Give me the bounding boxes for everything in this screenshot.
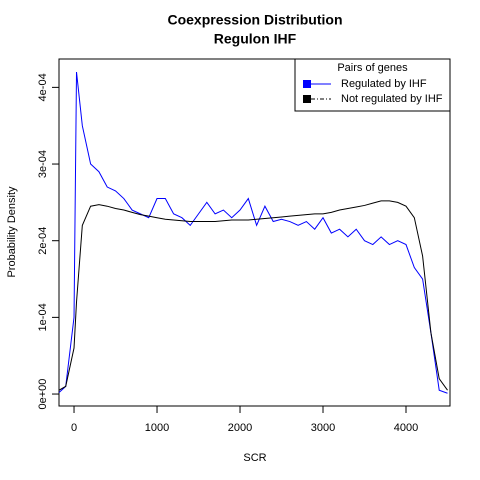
density-line [58, 200, 448, 391]
x-tick-label: 4000 [394, 422, 418, 434]
chart-title: Coexpression Distribution [167, 12, 342, 28]
legend-swatch [303, 95, 311, 103]
chart-subtitle: Regulon IHF [214, 31, 297, 47]
x-tick-label: 2000 [228, 422, 252, 434]
y-tick-label: 0e+00 [37, 379, 49, 410]
y-tick-label: 3e-04 [37, 150, 49, 178]
y-axis-label: Probability Density [6, 186, 18, 278]
y-tick-label: 4e-04 [37, 73, 49, 101]
y-tick-label: 2e-04 [37, 227, 49, 255]
x-tick-label: 3000 [311, 422, 335, 434]
x-tick-label: 0 [71, 422, 77, 434]
plot-frame [58, 58, 451, 407]
x-tick-label: 1000 [145, 422, 169, 434]
legend-box [294, 58, 451, 112]
x-axis-label: SCR [243, 452, 266, 464]
y-tick-label: 1e-04 [37, 303, 49, 331]
legend-label: Regulated by IHF [341, 78, 427, 90]
legend-swatch [303, 80, 311, 88]
legend-title: Pairs of genes [337, 62, 408, 74]
density-line [58, 71, 448, 394]
legend-label: Not regulated by IHF [341, 93, 443, 105]
